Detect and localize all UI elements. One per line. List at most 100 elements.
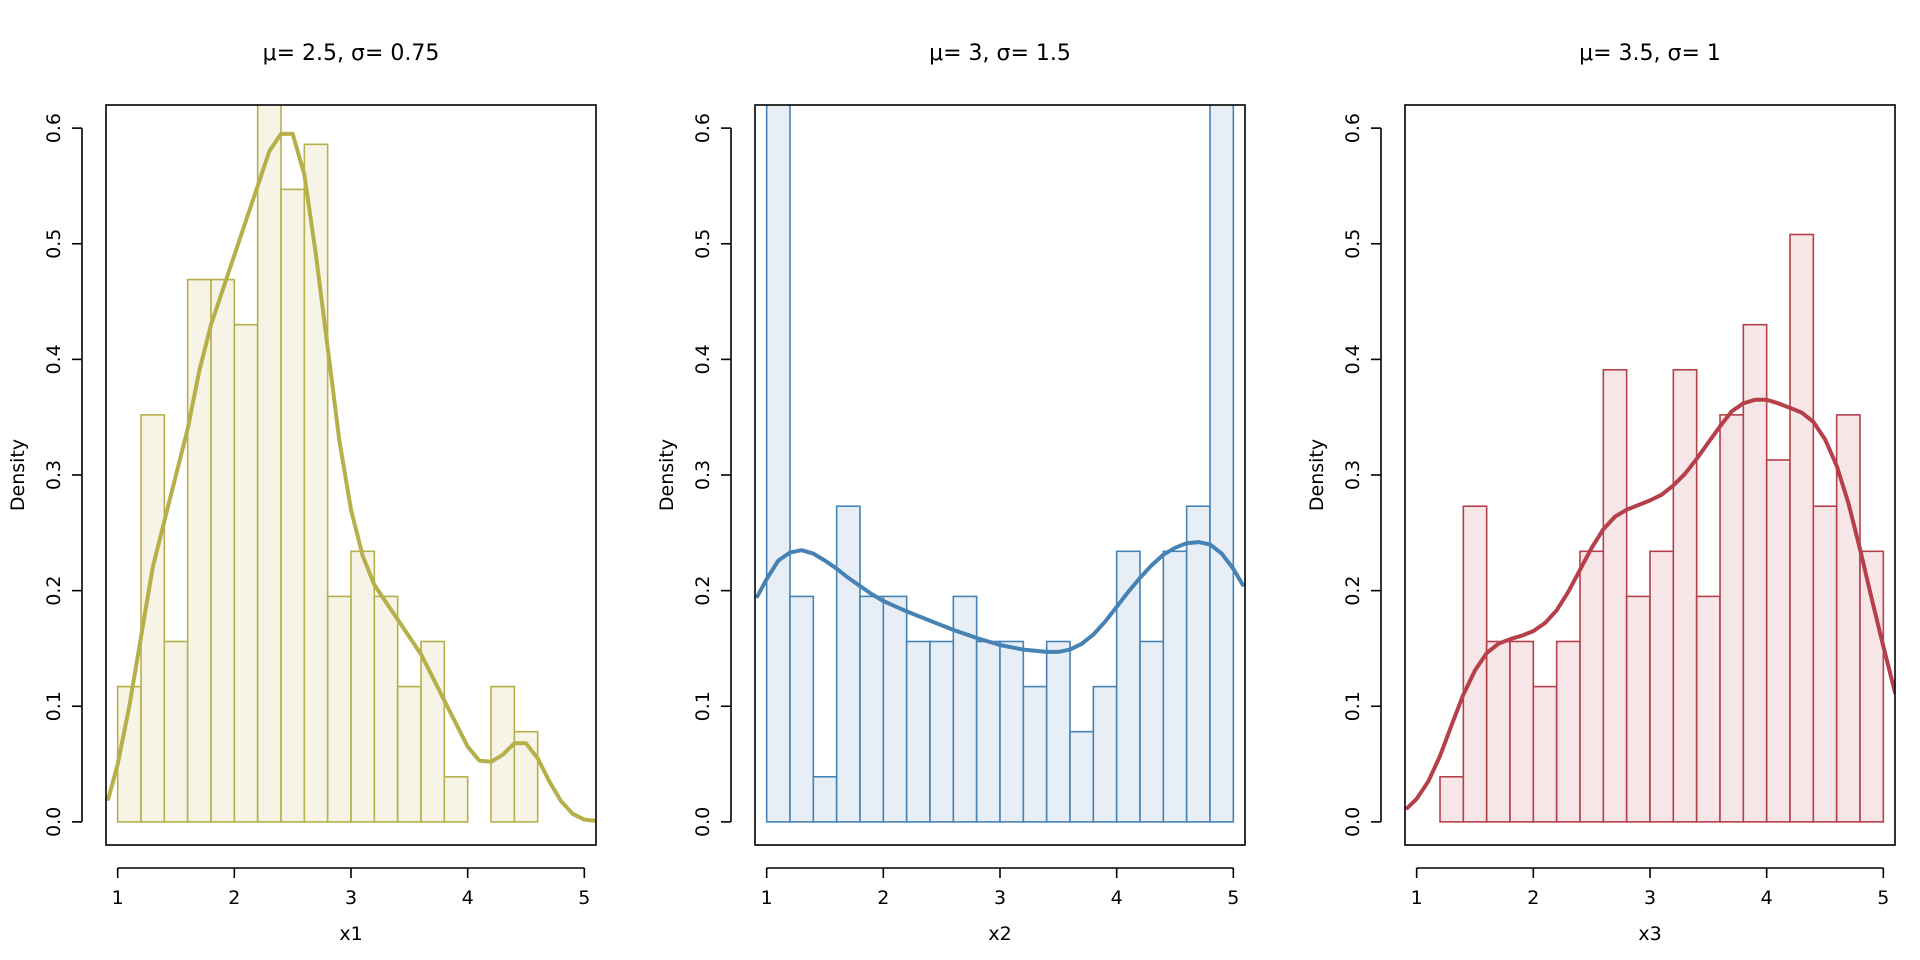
y-tick-label: 0.1 <box>692 691 714 721</box>
histogram-bar <box>882 595 908 823</box>
x-tick-label: 4 <box>1761 887 1773 909</box>
plot-frame <box>105 104 597 846</box>
y-tick-label: 0.2 <box>692 576 714 606</box>
histogram-bar <box>280 188 306 823</box>
x-tick-label: 1 <box>761 887 773 909</box>
histogram-bar <box>1209 105 1235 823</box>
histogram-bar <box>1602 368 1628 823</box>
histogram-bar <box>1555 640 1581 823</box>
y-tick-label: 0.1 <box>43 691 65 721</box>
x-tick-label: 5 <box>1877 887 1889 909</box>
y-tick-label: 0.6 <box>1342 113 1364 143</box>
y-tick-label: 0.2 <box>43 576 65 606</box>
y-tick-label: 0.5 <box>692 229 714 259</box>
y-tick-label: 0.1 <box>1342 691 1364 721</box>
y-tick-label: 0.5 <box>43 229 65 259</box>
y-axis-label: Density <box>1306 439 1328 511</box>
histogram-bar <box>420 640 446 823</box>
histogram-bar <box>1185 505 1211 823</box>
density-curve <box>1405 397 1895 810</box>
y-axis-label: Density <box>7 439 29 511</box>
x-axis-label: x1 <box>339 923 362 945</box>
histogram-bar <box>1162 550 1188 823</box>
histogram-bar <box>859 595 885 823</box>
histogram-bar <box>1485 640 1511 823</box>
histogram-bar <box>1672 368 1698 823</box>
histogram-bar <box>1045 640 1071 823</box>
chart-panel-3: 1 2 3 4 5 0.0 0.1 0.2 0.3 0.4 0.5 0.6 x3 Density μ= 3.… <box>1306 41 1896 945</box>
x-tick-label: 4 <box>462 887 474 909</box>
x-tick-label: 4 <box>1111 887 1123 909</box>
histogram-bar <box>835 505 861 823</box>
x-tick-label: 5 <box>578 887 590 909</box>
density-curve <box>106 131 596 823</box>
histogram-bar <box>1509 640 1535 823</box>
y-tick-label: 0.0 <box>43 807 65 837</box>
histogram-bar <box>1092 685 1118 823</box>
y-tick-label: 0.5 <box>1342 229 1364 259</box>
y-tick-label: 0.3 <box>1342 460 1364 490</box>
x-tick-label: 1 <box>112 887 124 909</box>
x-tick-label: 3 <box>345 887 357 909</box>
y-tick-label: 0.4 <box>1342 344 1364 374</box>
histogram-bar <box>789 595 815 823</box>
histogram-bar <box>443 775 469 823</box>
x-tick-label: 2 <box>877 887 889 909</box>
x-tick-label: 2 <box>1527 887 1539 909</box>
histogram-bar <box>1625 595 1651 823</box>
histogram-bar <box>1532 685 1558 823</box>
histogram-bar <box>1719 414 1745 823</box>
histogram-bar <box>513 730 539 823</box>
histogram-bar <box>140 414 166 823</box>
histogram-bar <box>256 105 282 823</box>
y-axis-label: Density <box>656 439 678 511</box>
chart-title: μ= 3.5, σ= 1 <box>1579 41 1721 66</box>
histogram-bar <box>1069 730 1095 823</box>
y-tick-label: 0.4 <box>43 344 65 374</box>
histogram-bars <box>765 105 1235 823</box>
histogram-bar <box>765 105 791 823</box>
y-tick-label: 0.6 <box>692 113 714 143</box>
histogram-bar <box>1579 550 1605 823</box>
histogram-bar <box>905 640 931 823</box>
y-tick-label: 0.0 <box>692 807 714 837</box>
y-tick-label: 0.6 <box>43 113 65 143</box>
chart-title: μ= 2.5, σ= 0.75 <box>263 41 440 66</box>
histogram-bar <box>1765 459 1791 823</box>
y-tick-label: 0.4 <box>692 344 714 374</box>
density-curve <box>755 540 1245 654</box>
histogram-bar <box>186 278 212 823</box>
histogram-bar <box>396 685 422 823</box>
histogram-bar <box>1439 775 1465 823</box>
chart-panel-1: 1 2 3 4 5 0.0 0.1 0.2 0.3 0.4 0.5 0.6 x1 Density μ= 2.… <box>7 41 597 945</box>
x-tick-label: 1 <box>1411 887 1423 909</box>
x-tick-label: 2 <box>228 887 240 909</box>
histogram-bar <box>999 640 1025 823</box>
histogram-bars <box>1439 233 1885 823</box>
plot-frame <box>754 104 1246 846</box>
histogram-bar <box>975 640 1001 823</box>
histogram-bar <box>1649 550 1675 823</box>
histogram-bar <box>1789 233 1815 823</box>
histogram-bar <box>812 775 838 823</box>
chart-title: μ= 3, σ= 1.5 <box>929 41 1071 66</box>
x-axis-label: x3 <box>1638 923 1661 945</box>
y-tick-label: 0.3 <box>43 460 65 490</box>
chart-panel-2: 1 2 3 4 5 0.0 0.1 0.2 0.3 0.4 0.5 0.6 x2 Density μ= 3,… <box>656 41 1246 945</box>
histogram-bar <box>210 278 236 823</box>
histogram-bar <box>929 640 955 823</box>
x-tick-label: 3 <box>1644 887 1656 909</box>
x-tick-label: 5 <box>1227 887 1239 909</box>
histogram-bar <box>1139 640 1165 823</box>
x-axis-label: x2 <box>988 923 1011 945</box>
histogram-bar <box>350 550 376 823</box>
y-tick-label: 0.0 <box>1342 807 1364 837</box>
histogram-bar <box>1695 595 1721 823</box>
x-tick-label: 3 <box>994 887 1006 909</box>
histogram-bar <box>163 640 189 823</box>
y-tick-label: 0.2 <box>1342 576 1364 606</box>
histogram-bar <box>326 595 352 823</box>
histogram-bar <box>1022 685 1048 823</box>
histogram-bar <box>1812 505 1838 823</box>
